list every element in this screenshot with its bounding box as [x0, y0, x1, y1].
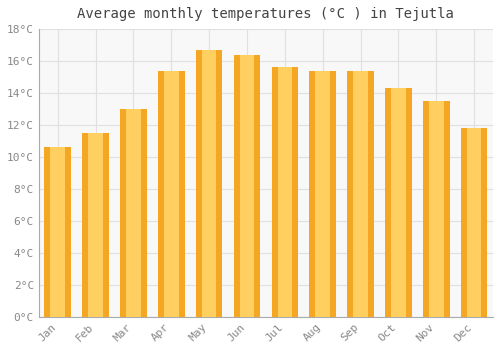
Bar — [240, 55, 254, 317]
Bar — [196, 50, 222, 317]
Bar — [202, 50, 216, 317]
Bar — [385, 88, 411, 317]
Bar — [461, 128, 487, 317]
Bar — [278, 68, 292, 317]
Bar — [429, 101, 444, 317]
Bar — [126, 109, 140, 317]
Bar — [272, 68, 298, 317]
Title: Average monthly temperatures (°C ) in Tejutla: Average monthly temperatures (°C ) in Te… — [78, 7, 454, 21]
Bar — [44, 147, 71, 317]
Bar — [354, 71, 368, 317]
Bar — [50, 147, 65, 317]
Bar — [88, 133, 103, 317]
Bar — [310, 71, 336, 317]
Bar — [316, 71, 330, 317]
Bar — [391, 88, 406, 317]
Bar — [348, 71, 374, 317]
Bar — [82, 133, 109, 317]
Bar — [234, 55, 260, 317]
Bar — [467, 128, 481, 317]
Bar — [164, 71, 178, 317]
Bar — [158, 71, 184, 317]
Bar — [423, 101, 450, 317]
Bar — [120, 109, 146, 317]
